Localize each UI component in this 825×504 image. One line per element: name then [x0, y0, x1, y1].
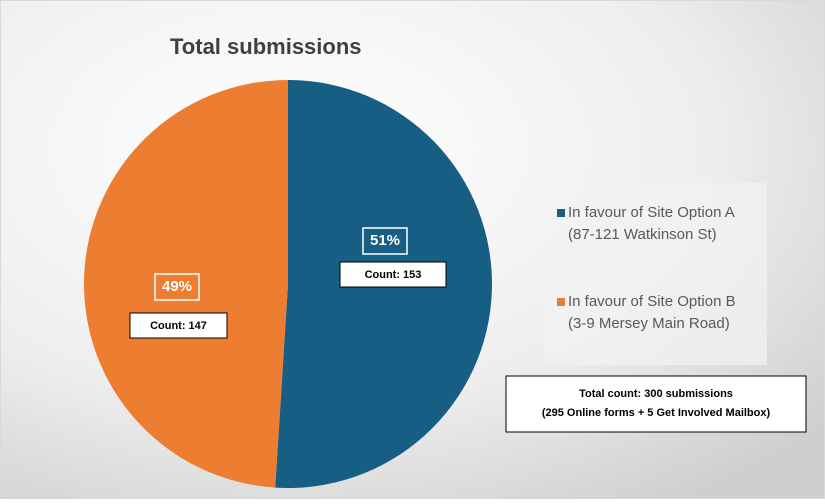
count-label: Count: 153	[365, 269, 422, 281]
legend-swatch	[557, 209, 565, 217]
legend-swatch	[557, 298, 565, 306]
pie-slice	[83, 80, 289, 488]
count-box	[129, 312, 228, 339]
chart-title: Total submissions	[170, 34, 362, 59]
legend-box	[545, 183, 767, 365]
annotation-box	[505, 375, 807, 433]
count-label: Count: 147	[150, 320, 207, 332]
data-label-box	[362, 227, 408, 255]
data-label: 49%	[162, 278, 192, 295]
legend-label: In favour of Site Option B	[568, 293, 736, 310]
data-label-box	[154, 273, 200, 301]
count-box	[339, 261, 447, 288]
data-label: 51%	[370, 232, 400, 249]
legend-label: In favour of Site Option A	[568, 204, 735, 221]
annotation: (295 Online forms + 5 Get Involved Mailb…	[542, 407, 771, 419]
annotation: Total count: 300 submissions	[579, 388, 733, 400]
legend-label: (3-9 Mersey Main Road)	[568, 315, 730, 332]
legend-label: (87-121 Watkinson St)	[568, 226, 717, 243]
